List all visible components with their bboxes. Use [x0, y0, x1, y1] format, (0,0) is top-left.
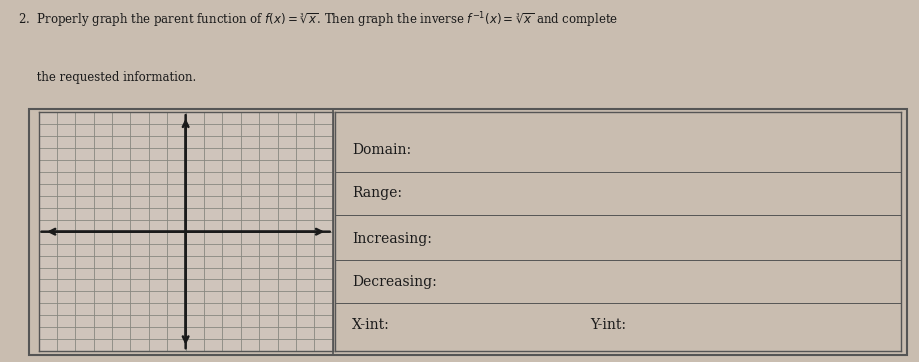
- Text: 2.  Properly graph the parent function of $f(x) = \sqrt[3]{x}$. Then graph the i: 2. Properly graph the parent function of…: [18, 11, 618, 30]
- Text: Domain:: Domain:: [352, 143, 412, 157]
- Text: X-int:: X-int:: [352, 318, 391, 332]
- Text: Decreasing:: Decreasing:: [352, 275, 437, 289]
- Text: Increasing:: Increasing:: [352, 232, 432, 246]
- Text: Range:: Range:: [352, 186, 403, 201]
- Text: Y-int:: Y-int:: [590, 318, 626, 332]
- Text: the requested information.: the requested information.: [18, 71, 197, 84]
